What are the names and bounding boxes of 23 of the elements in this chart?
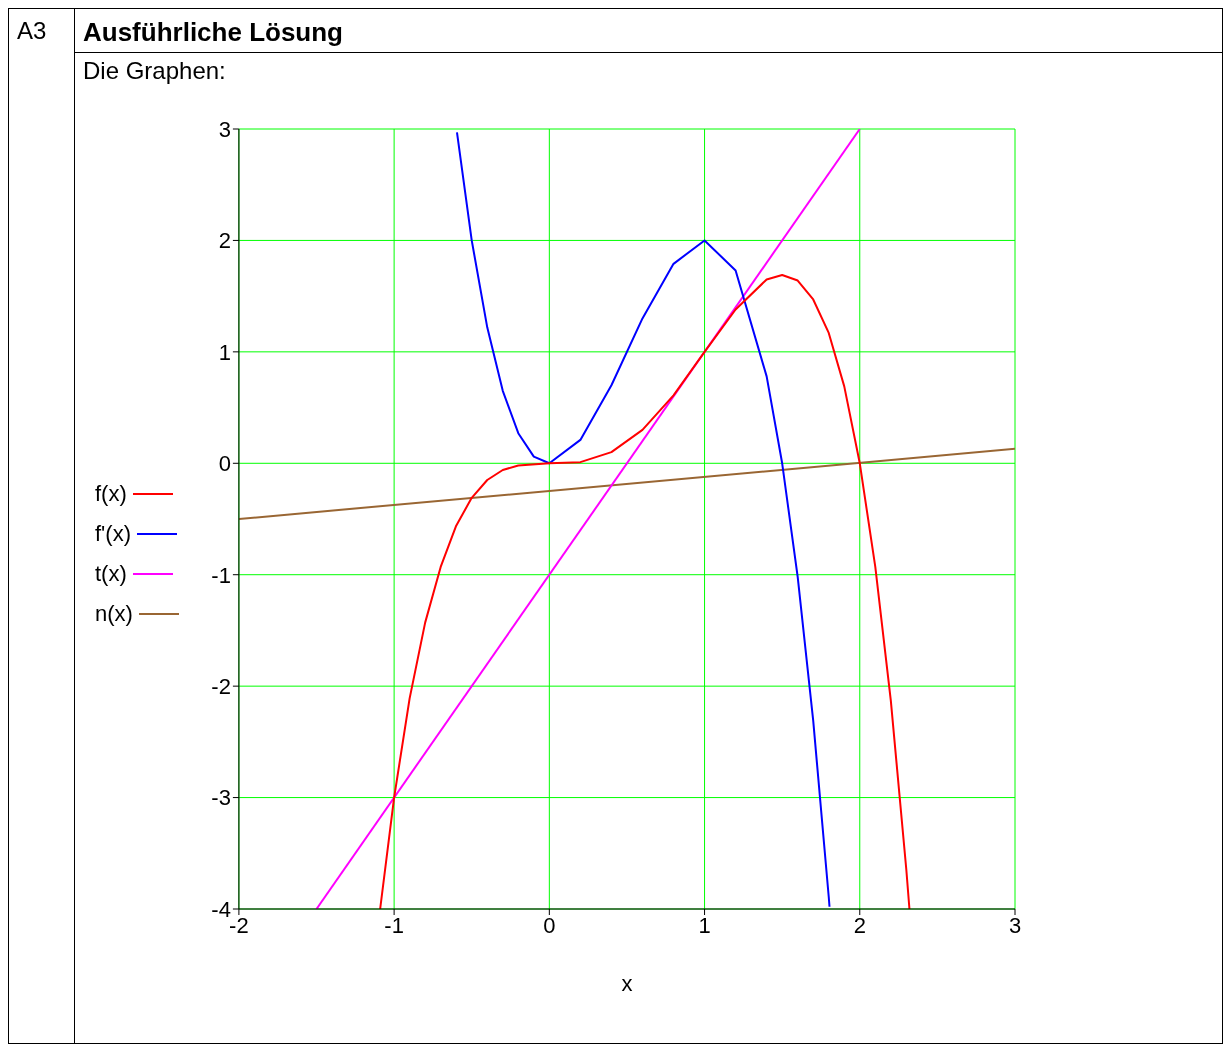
y-tick-label: 0 [218, 451, 231, 477]
y-tick-label: -1 [211, 562, 231, 588]
x-tick-label: 3 [1008, 912, 1022, 938]
y-tick-label: 1 [218, 339, 231, 365]
chart-subtitle: Die Graphen: [82, 56, 227, 86]
chart-title: Ausführliche Lösung [75, 9, 1222, 53]
legend-label: f(x) [95, 481, 127, 507]
y-tick-label: -4 [211, 896, 231, 922]
text: A3 [9, 9, 75, 1043]
legend-label: n(x) [95, 601, 133, 627]
legend-label: f'(x) [95, 521, 131, 547]
y-tick-label: 2 [218, 228, 231, 254]
legend-label: t(x) [95, 561, 127, 587]
line-series [379, 273, 911, 909]
x-tick-label: 0 [543, 912, 556, 938]
y-tick-label: -2 [211, 673, 231, 699]
line-series [455, 131, 831, 908]
x-tick-label: 1 [698, 912, 711, 938]
x-tick-label: -1 [384, 912, 404, 938]
y-tick-label: 3 [218, 116, 231, 142]
x-axis-title: x [621, 971, 633, 996]
y-tick-label: -3 [211, 785, 231, 811]
x-tick-label: 2 [853, 912, 866, 938]
